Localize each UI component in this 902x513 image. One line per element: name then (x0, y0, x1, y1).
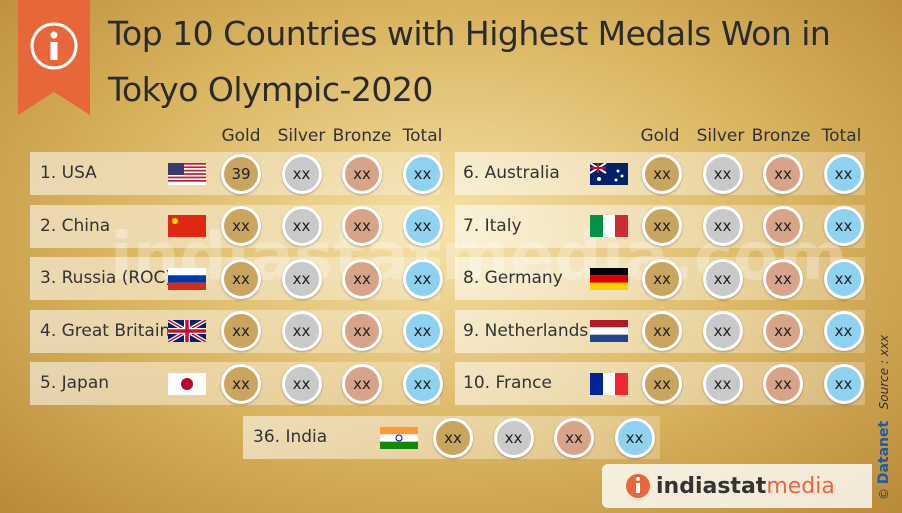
country-name: 7. Italy (463, 215, 522, 236)
column-header: Silver (696, 126, 745, 146)
medal-count: xx (281, 206, 322, 247)
flag (166, 318, 208, 346)
country-name: 3. Russia (ROC) (40, 268, 173, 289)
country-name: 9. Netherlands (463, 320, 589, 341)
flag (590, 320, 628, 346)
column-header: Gold (221, 126, 261, 146)
medal-count: xx (493, 417, 534, 458)
country-name: 2. China (40, 215, 111, 236)
column-header: Total (402, 126, 443, 146)
medal-count: xx (221, 206, 261, 247)
medal-count: xx (402, 206, 443, 247)
flag-shape (168, 215, 206, 238)
logo-text: indiastatmedia (656, 474, 835, 499)
medal-count: xx (763, 258, 803, 299)
logo-icon (626, 474, 650, 498)
medal-count: xx (402, 363, 443, 404)
medal-count: xx (281, 153, 322, 194)
flag-shape (590, 215, 628, 238)
info-badge (18, 0, 90, 115)
medal-count: xx (402, 311, 443, 352)
medal-count: xx (702, 206, 743, 247)
medal-count: xx (823, 206, 864, 247)
source: Source : xxx (877, 334, 891, 410)
medal-count: xx (823, 311, 864, 352)
medal-count: xx (221, 363, 261, 404)
country-name: 4. Great Britain (40, 320, 171, 341)
flag-shape (166, 318, 208, 345)
flag (168, 162, 206, 189)
medal-count: xx (823, 363, 864, 404)
medal-count: xx (702, 258, 743, 299)
medal-count: xx (642, 311, 682, 352)
flag-shape (590, 372, 628, 395)
medal-count: xx (342, 311, 382, 352)
country-name: 6. Australia (463, 163, 560, 183)
country-name: 10. France (463, 373, 552, 394)
medal-count: xx (342, 258, 382, 299)
flag (590, 372, 628, 399)
flag (168, 215, 206, 241)
medal-count: xx (281, 311, 322, 352)
medal-count: xx (763, 206, 803, 247)
column-header: Bronze (751, 126, 811, 146)
medal-count: xx (642, 206, 682, 247)
medal-count: xx (221, 311, 261, 352)
medal-count: xx (281, 258, 322, 299)
medal-count: xx (823, 153, 864, 194)
medal-count: xx (614, 417, 655, 458)
flag-shape (589, 161, 628, 185)
column-header: Gold (640, 126, 680, 146)
flag (168, 267, 206, 294)
medal-count: xx (642, 258, 682, 299)
flag-shape (168, 267, 206, 290)
title: Top 10 Countries with Highest Medals Won… (108, 14, 831, 53)
flag (589, 161, 628, 189)
flag-shape (590, 267, 628, 290)
medal-count: xx (702, 363, 743, 404)
medal-count: xx (281, 363, 322, 404)
medal-count: xx (763, 153, 803, 194)
flag-shape (380, 426, 418, 449)
medal-count: xx (554, 417, 594, 458)
medal-count: xx (433, 417, 473, 458)
medal-count: 39 (221, 153, 261, 194)
flag (590, 267, 628, 294)
column-header: Silver (277, 126, 326, 146)
flag-shape (168, 372, 206, 395)
column-header: Total (821, 126, 862, 146)
flag (380, 426, 418, 453)
medal-count: xx (642, 153, 682, 194)
country-name: 8. Germany (463, 268, 563, 289)
brand: Datanet (876, 420, 892, 485)
title: Tokyo Olympic-2020 (108, 70, 433, 109)
medal-count: xx (823, 258, 864, 299)
credit: © Datanet Source : xxx (876, 335, 892, 500)
country-name: 5. Japan (40, 373, 110, 394)
medal-count: xx (402, 258, 443, 299)
medal-count: xx (763, 311, 803, 352)
medal-count: xx (702, 153, 743, 194)
column-header: Bronze (332, 126, 392, 146)
medal-count: xx (763, 363, 803, 404)
flag-shape (590, 320, 628, 343)
medal-count: xx (342, 153, 382, 194)
medal-count: xx (702, 311, 743, 352)
medal-count: xx (402, 153, 443, 194)
flag (168, 372, 206, 399)
medal-count: xx (342, 206, 382, 247)
country-name: 1. USA (40, 163, 97, 183)
flag (590, 215, 628, 241)
logo-a: indiastat (656, 474, 767, 499)
country-name: 36. India (253, 427, 328, 447)
medal-count: xx (342, 363, 382, 404)
flag-shape (168, 162, 206, 185)
logo-b: media (766, 474, 835, 499)
medal-count: xx (221, 258, 261, 299)
medal-count: xx (642, 363, 682, 404)
copyright: © (877, 488, 891, 500)
